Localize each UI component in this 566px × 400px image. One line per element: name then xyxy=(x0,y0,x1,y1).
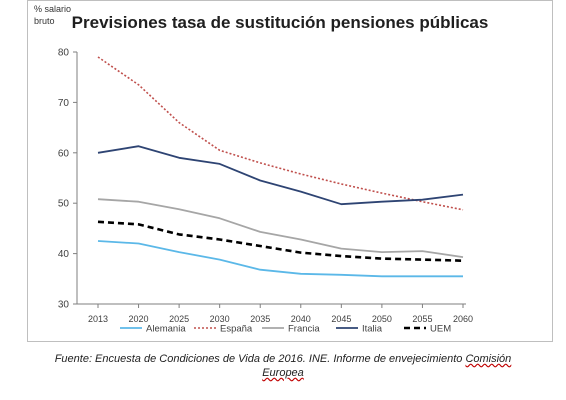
y-tick-label: 60 xyxy=(58,148,70,159)
x-tick-label: 2060 xyxy=(453,314,473,324)
y-tick-label: 30 xyxy=(58,300,70,311)
legend: Alemania España Francia Italia UEM xyxy=(120,324,451,335)
series-line-alemania xyxy=(97,240,463,278)
y-tick-label: 40 xyxy=(58,249,70,260)
y-tick-label: 50 xyxy=(58,199,70,210)
legend-label-francia: Francia xyxy=(288,324,320,335)
chart-frame xyxy=(27,0,553,342)
x-tick-label: 2013 xyxy=(88,314,108,324)
x-tick-label: 2040 xyxy=(291,314,311,324)
x-tick-label: 2045 xyxy=(331,314,351,324)
caption-underlined-2: Europea xyxy=(262,367,304,379)
source-caption: Fuente: Encuesta de Condiciones de Vida … xyxy=(0,352,566,380)
series-layer xyxy=(97,56,464,278)
x-tick-label: 2035 xyxy=(250,314,270,324)
series-line-uem xyxy=(97,220,464,262)
y-unit-label-line2: bruto xyxy=(34,16,55,26)
x-tick-label: 2050 xyxy=(372,314,392,324)
series-line-italia xyxy=(97,145,464,206)
axes: 30 40 50 60 70 80 2013 2020 2025 2030 2035 2040 2045… xyxy=(58,48,473,325)
caption-text: Fuente: Encuesta de Condiciones de Vida … xyxy=(54,353,466,365)
chart-title: Previsiones tasa de sustitución pensione… xyxy=(72,13,489,32)
y-unit-label-line1: % salario xyxy=(34,4,72,14)
x-tick-label: 2020 xyxy=(129,314,149,324)
caption-underlined-1: Comisión xyxy=(465,353,512,365)
x-tick-label: 2030 xyxy=(210,314,230,324)
series-line-españa xyxy=(97,56,464,211)
legend-label-españa: España xyxy=(220,324,253,335)
legend-label-italia: Italia xyxy=(362,324,383,335)
x-tick-label: 2025 xyxy=(169,314,189,324)
x-tick-label: 2055 xyxy=(412,314,432,324)
series-line-francia xyxy=(97,198,464,258)
y-tick-label: 80 xyxy=(58,48,70,59)
y-tick-label: 70 xyxy=(58,98,70,109)
line-chart: Previsiones tasa de sustitución pensione… xyxy=(58,13,489,335)
legend-label-uem: UEM xyxy=(430,324,451,335)
legend-label-alemania: Alemania xyxy=(146,324,186,335)
